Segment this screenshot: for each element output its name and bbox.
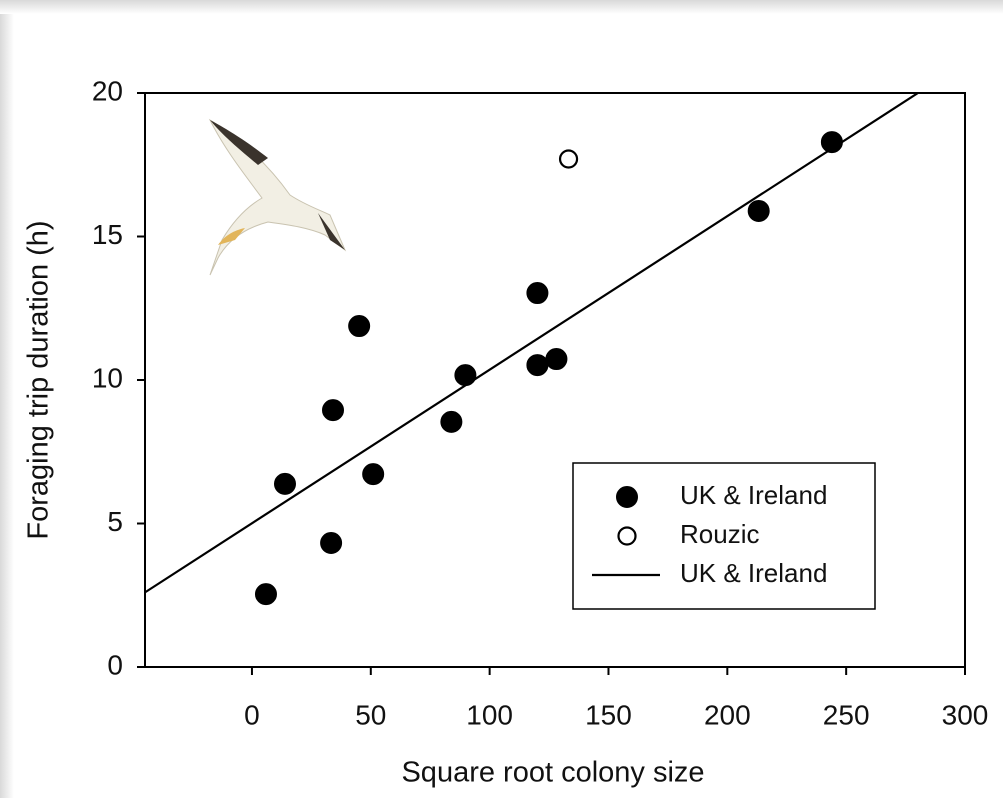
y-tick-label: 10 xyxy=(92,362,123,393)
data-point xyxy=(362,463,385,486)
x-tick-label: 0 xyxy=(244,699,260,730)
legend-label: UK & Ireland xyxy=(680,480,827,510)
data-point xyxy=(526,282,549,305)
data-point xyxy=(747,199,770,222)
x-axis-label: Square root colony size xyxy=(401,757,704,789)
legend-marker xyxy=(617,526,637,546)
x-tick-label: 200 xyxy=(704,699,751,730)
x-tick-label: 150 xyxy=(585,699,632,730)
x-tick-label: 300 xyxy=(942,699,989,730)
frame-edge xyxy=(0,0,14,798)
y-tick-label: 0 xyxy=(107,649,123,680)
data-point xyxy=(348,315,371,338)
data-point xyxy=(440,410,463,433)
y-axis-label: Foraging trip duration (h) xyxy=(23,220,55,539)
x-tick-label: 250 xyxy=(823,699,870,730)
x-tick-label: 50 xyxy=(355,699,386,730)
y-tick-label: 15 xyxy=(92,219,123,250)
x-tick-label: 100 xyxy=(466,699,513,730)
legend-label: Rouzic xyxy=(680,519,759,549)
y-tick-label: 20 xyxy=(92,75,123,106)
regression-line xyxy=(145,93,919,594)
data-point xyxy=(526,354,549,377)
data-point xyxy=(273,472,296,495)
frame-edge xyxy=(0,0,1003,14)
legend-label: UK & Ireland xyxy=(680,558,827,588)
data-point xyxy=(558,149,579,169)
y-tick-label: 5 xyxy=(107,506,123,537)
data-point xyxy=(545,348,568,371)
gannet-illustration xyxy=(208,118,347,276)
data-point xyxy=(320,532,343,555)
data-point xyxy=(254,583,277,606)
legend-marker xyxy=(616,486,638,508)
data-point xyxy=(454,364,477,387)
data-point xyxy=(322,399,345,422)
